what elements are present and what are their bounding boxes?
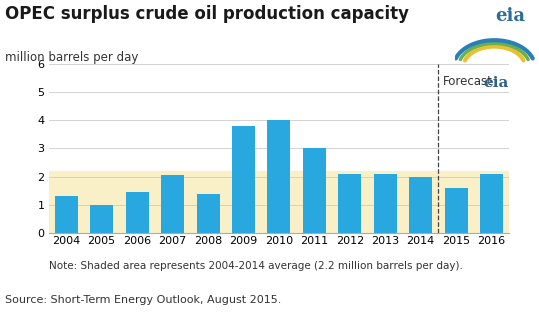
Bar	[232, 126, 255, 233]
Text: Note: Shaded area represents 2004-2014 average (2.2 million barrels per day).: Note: Shaded area represents 2004-2014 a…	[49, 261, 462, 271]
Bar	[90, 205, 113, 233]
Text: Source: Short-Term Energy Outlook, August 2015.: Source: Short-Term Energy Outlook, Augus…	[5, 295, 282, 305]
Bar	[303, 148, 326, 233]
Bar	[197, 194, 219, 233]
Text: Forecast: Forecast	[443, 75, 493, 88]
Bar	[374, 174, 397, 233]
Bar	[55, 196, 78, 233]
Bar	[267, 120, 291, 233]
Bar	[409, 177, 432, 233]
Text: eia: eia	[483, 76, 509, 90]
Bar	[126, 192, 149, 233]
Text: OPEC surplus crude oil production capacity: OPEC surplus crude oil production capaci…	[5, 5, 410, 23]
Text: eia: eia	[495, 7, 526, 24]
Bar	[49, 171, 509, 233]
Text: million barrels per day: million barrels per day	[5, 51, 139, 64]
Bar	[161, 175, 184, 233]
Bar	[480, 174, 503, 233]
Bar	[338, 174, 361, 233]
Bar	[445, 188, 468, 233]
